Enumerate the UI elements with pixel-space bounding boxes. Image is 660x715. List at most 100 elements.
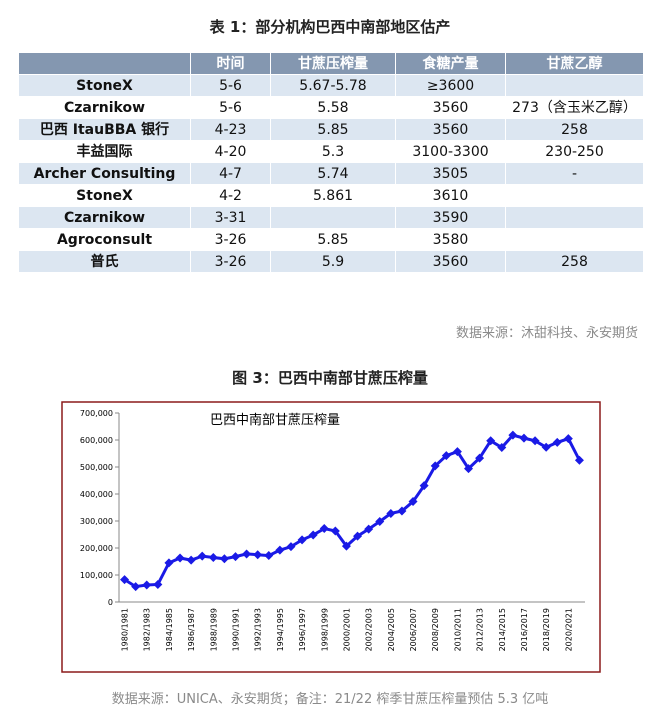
series-marker: [120, 575, 130, 585]
series-marker: [452, 447, 462, 457]
y-tick-label: 400,000: [80, 490, 113, 499]
table-cell: StoneX: [18, 74, 191, 97]
table-row: Agroconsult 3-26 5.85 3580: [18, 228, 644, 251]
series-marker: [219, 554, 229, 564]
table-cell: 5.58: [270, 96, 396, 119]
table-row: Czarnikow 3-31 3590: [18, 206, 644, 229]
series-marker: [153, 579, 163, 589]
table-cell: 3-31: [190, 206, 271, 229]
x-tick-label: 2020/2021: [564, 608, 573, 651]
series-marker: [497, 443, 507, 453]
series-marker: [475, 453, 485, 463]
x-tick-label: 2002/2003: [365, 608, 374, 651]
series-marker: [486, 436, 496, 446]
series-marker: [464, 464, 473, 474]
table-cell: 4-23: [190, 118, 271, 141]
x-tick-label: 1988/1989: [209, 608, 218, 651]
x-tick-label: 1990/1991: [232, 608, 241, 651]
table-cell: 丰益国际: [18, 140, 191, 163]
table-cell: Czarnikow: [18, 96, 191, 119]
x-tick-label: 1994/1995: [276, 608, 285, 651]
table-cell: 273（含玉米乙醇）: [505, 96, 644, 119]
y-tick-label: 700,000: [80, 409, 113, 418]
x-tick-label: 2006/2007: [409, 608, 418, 651]
table-source: 数据来源：沐甜科技、永安期货: [455, 326, 638, 341]
table-row: StoneX 4-2 5.861 3610: [18, 184, 644, 207]
table-cell: [505, 184, 644, 207]
y-tick-label: 200,000: [80, 544, 113, 553]
table-cell: 3610: [395, 184, 506, 207]
x-tick-label: 1980/1981: [121, 608, 130, 651]
table-cell: 甘蔗压榨量: [270, 52, 396, 75]
x-tick-label: 1982/1983: [143, 608, 152, 651]
y-tick-label: 300,000: [80, 517, 113, 526]
x-tick-label: 2004/2005: [387, 608, 396, 651]
series-marker: [519, 433, 529, 443]
table-row: Archer Consulting 4-7 5.74 3505-: [18, 162, 644, 185]
series-marker: [574, 455, 584, 465]
series-marker: [319, 524, 329, 534]
table-cell: 5.9: [270, 250, 396, 273]
estimate-table: 时间 甘蔗压榨量 食糖产量 甘蔗乙醇 StoneX 5-6 5.67-5.78 ≥3600 Cz…: [18, 52, 644, 273]
table-cell: 5-6: [190, 74, 271, 97]
series-marker: [308, 530, 318, 540]
table-row: 巴西 ItauBBA 银行 4-23 5.85 3560 258: [18, 118, 644, 141]
table-row: 普氏 3-26 5.9 3560 258: [18, 250, 644, 273]
x-tick-label: 1996/1997: [298, 608, 307, 651]
table-cell: 普氏: [18, 250, 191, 273]
x-tick-label: 2008/2009: [431, 608, 440, 651]
table-row: StoneX 5-6 5.67-5.78 ≥3600: [18, 74, 644, 97]
table-cell: [505, 206, 644, 229]
series-marker: [541, 442, 551, 452]
y-tick-label: 600,000: [80, 436, 113, 445]
series-marker: [142, 580, 152, 590]
table-cell: ≥3600: [395, 74, 506, 97]
table-cell: 3505: [395, 162, 506, 185]
x-tick-label: 2018/2019: [542, 608, 551, 651]
series-marker: [275, 545, 285, 555]
figure-title: 图 3：巴西中南部甘蔗压榨量: [232, 369, 428, 387]
table-cell: 5.74: [270, 162, 396, 185]
table-cell: Archer Consulting: [18, 162, 191, 185]
chart-title: 巴西中南部甘蔗压榨量: [210, 412, 340, 428]
table-cell: 4-2: [190, 184, 271, 207]
table-cell: StoneX: [18, 184, 191, 207]
series-marker: [441, 451, 451, 461]
series-marker: [563, 434, 573, 444]
table-title: 表 1：部分机构巴西中南部地区估产: [209, 18, 451, 36]
x-tick-label: 2012/2013: [476, 608, 485, 651]
chart-source: 数据来源：UNICA、永安期货；备注：21/22 榨季甘蔗压榨量预估 5.3 亿…: [111, 692, 549, 707]
x-tick-label: 1986/1987: [187, 608, 196, 651]
table-cell: 食糖产量: [395, 52, 506, 75]
table-cell: 3560: [395, 96, 506, 119]
series-marker: [341, 541, 351, 551]
series-marker: [330, 526, 340, 536]
table-row: Czarnikow 5-6 5.58 3560 273（含玉米乙醇）: [18, 96, 644, 119]
table-row: 时间 甘蔗压榨量 食糖产量 甘蔗乙醇: [18, 52, 644, 75]
x-tick-label: 1998/1999: [320, 608, 329, 651]
table-cell: 巴西 ItauBBA 银行: [18, 118, 191, 141]
series-marker: [131, 582, 141, 592]
table-cell: 时间: [190, 52, 271, 75]
table-cell: 4-20: [190, 140, 271, 163]
table-cell: 5.67-5.78: [270, 74, 396, 97]
series-marker: [297, 535, 307, 545]
series-marker: [353, 531, 363, 541]
series-marker: [197, 551, 207, 561]
table-cell: 3590: [395, 206, 506, 229]
table-cell: 5.85: [270, 118, 396, 141]
series-marker: [364, 524, 374, 534]
table-cell: 4-7: [190, 162, 271, 185]
x-tick-label: 1992/1993: [254, 608, 263, 651]
table-cell: 5.85: [270, 228, 396, 251]
table-cell: Agroconsult: [18, 228, 191, 251]
series-marker: [397, 506, 407, 516]
series-marker: [208, 552, 218, 562]
series-marker: [264, 551, 274, 561]
table-cell: 3-26: [190, 250, 271, 273]
y-tick-label: 500,000: [80, 463, 113, 472]
table-cell: -: [505, 162, 644, 185]
table-cell: 3560: [395, 118, 506, 141]
table-cell: 230-250: [505, 140, 644, 163]
